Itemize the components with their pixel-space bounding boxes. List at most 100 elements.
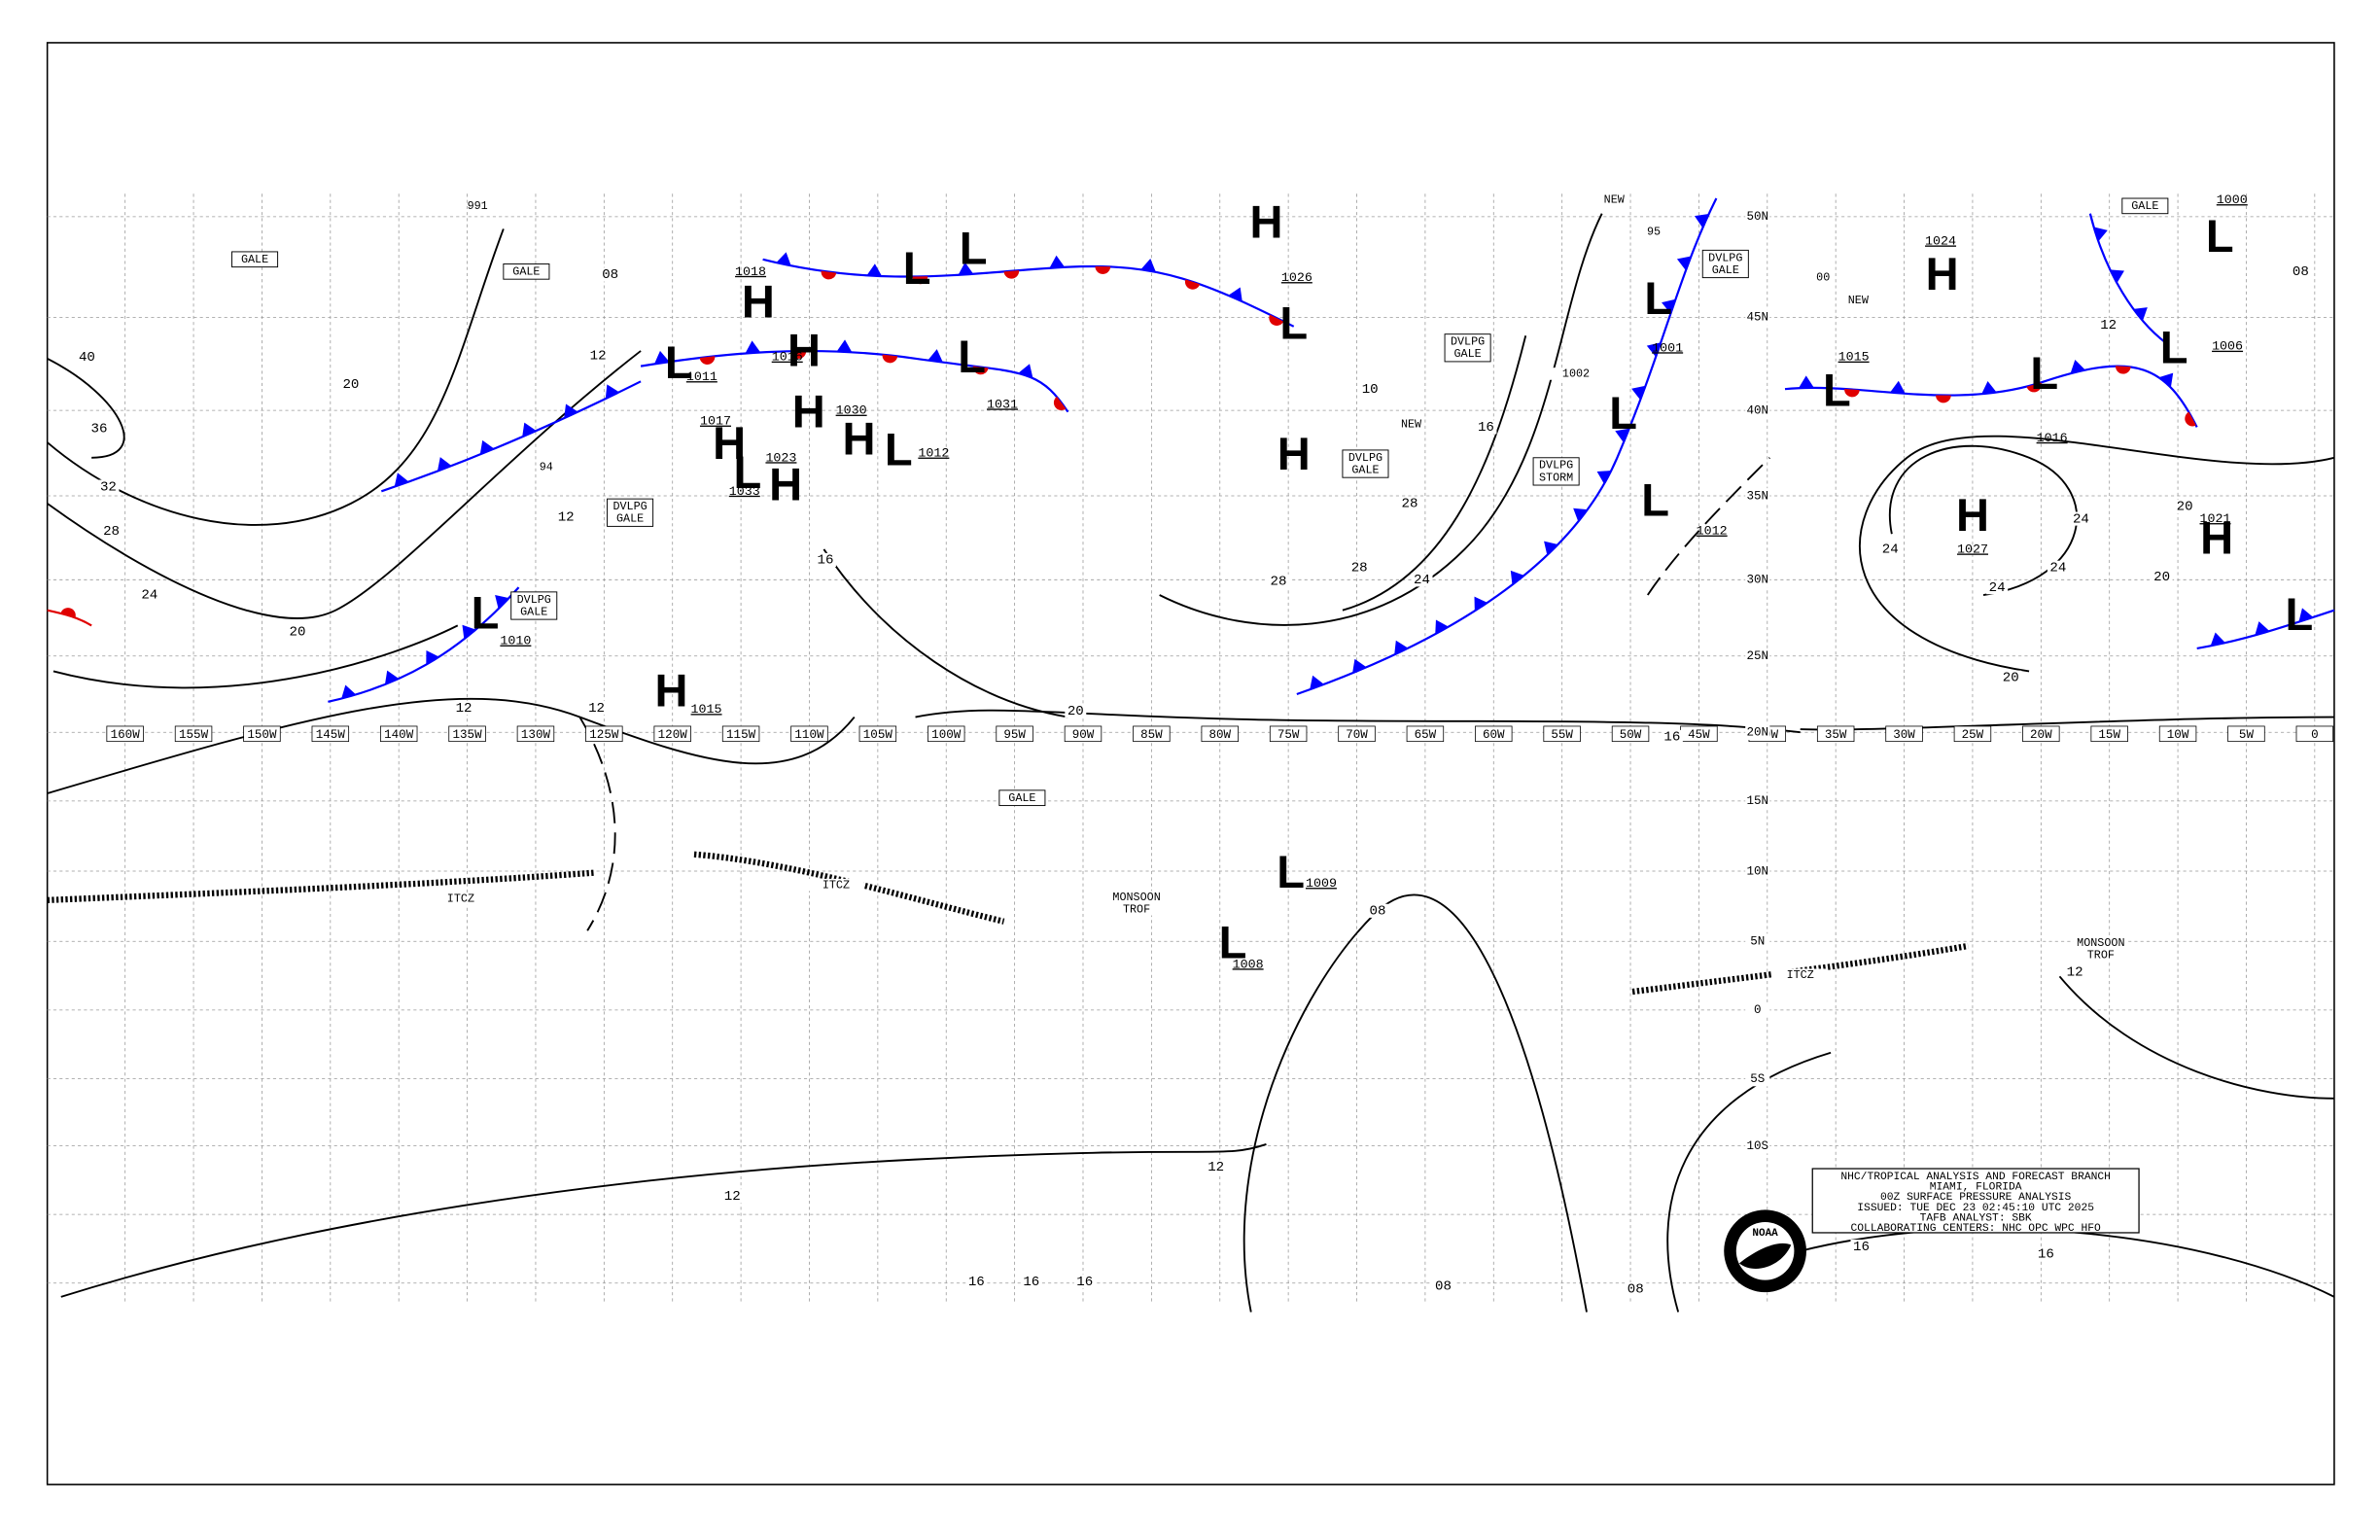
feature-label: DVLPG: [1539, 459, 1573, 472]
feature-label: DVLPG: [1348, 451, 1382, 465]
front-triangle: [1662, 298, 1676, 314]
pressure-center: L: [1609, 387, 1637, 438]
feature-label: NEW: [1848, 294, 1870, 307]
isobar-label: 28: [1402, 497, 1418, 512]
pressure-center: L: [472, 586, 500, 638]
lat-label-box: [1745, 309, 1770, 326]
isobar-label-bg: [1411, 573, 1433, 587]
center-pressure: 1015: [691, 703, 722, 718]
front-triangle: [928, 349, 943, 363]
isobar-label: 20: [1068, 704, 1084, 719]
isobar-label-bg: [1850, 1240, 1872, 1254]
isobar-label-bg: [2035, 1246, 2057, 1261]
center-pressure: 1026: [1281, 271, 1312, 286]
isobar-label-bg: [2047, 560, 2069, 575]
feature-label: GALE: [1453, 347, 1481, 361]
feature-label: MONSOON: [2077, 936, 2124, 950]
labels: 160W 155W 150W 145W 140W 135W 130W 125W 120W 115W…: [76, 193, 2334, 1298]
isobar-label: 16: [1076, 1275, 1093, 1290]
trough: [1646, 457, 1770, 596]
lon-label-box: [1611, 725, 1650, 743]
isobar-label-bg: [1986, 580, 2009, 595]
front-triangle: [2070, 360, 2085, 374]
isobar-label-bg: [2070, 511, 2092, 526]
front-triangle: [1890, 380, 1906, 394]
feature-label: 94: [540, 460, 553, 473]
feature-box: [1444, 333, 1491, 363]
lat-label: 50N: [1746, 210, 1768, 224]
isobar-label: 16: [2038, 1247, 2054, 1263]
lon-label: 15W: [2098, 728, 2120, 742]
lon-label: 65W: [1415, 728, 1437, 742]
isobar-label: 20: [2153, 570, 2170, 585]
front-triangle: [1573, 508, 1588, 522]
front-semicircle: [1095, 265, 1111, 274]
pressure-center: L: [960, 222, 988, 273]
feature-label: GALE: [241, 253, 268, 266]
feature-label: GALE: [2131, 199, 2158, 213]
lon-label: 75W: [1278, 728, 1300, 742]
isobar-label-bg: [2000, 670, 2022, 684]
lon-label-box: [174, 725, 213, 743]
isobars: [47, 213, 2335, 1312]
feature-box: [998, 789, 1046, 807]
front-triangle: [564, 403, 578, 419]
feature-label: MONSOON: [1112, 891, 1160, 904]
pressure-center: L: [2030, 347, 2058, 399]
isobar-label: 08: [602, 267, 618, 283]
feature-label: GALE: [512, 264, 540, 278]
front-triangle: [1018, 364, 1033, 378]
feature-label: 1002: [1562, 368, 1590, 381]
troughs: [47, 457, 1969, 996]
isobar-label-bg: [1020, 1275, 1042, 1289]
isobar-label: 12: [2100, 318, 2117, 333]
grid: [47, 193, 2334, 1305]
pressure-center: H: [1956, 489, 1989, 541]
isobar-label-bg: [721, 1189, 744, 1204]
isobar-label-bg: [2097, 318, 2119, 332]
feature-label: DVLPG: [612, 500, 647, 513]
logo-bird: [1738, 1242, 1792, 1269]
isobar: [1666, 1051, 1832, 1312]
front-semicircle: [912, 276, 928, 285]
isobar-label-bg: [1268, 574, 1289, 588]
feature-bg: [1108, 891, 1165, 916]
pressure-center: H: [792, 385, 825, 437]
isobar-label-bg: [585, 701, 608, 716]
isobar-label: 12: [724, 1189, 741, 1205]
front-triangle: [2210, 632, 2225, 647]
pressure-center: H: [713, 417, 746, 469]
isobar: [1242, 893, 1588, 1312]
isobar-label-bg: [587, 348, 610, 363]
front-triangle: [958, 262, 974, 275]
isobar-label: 12: [588, 701, 605, 717]
front-triangle: [384, 670, 400, 685]
feature-label: DVLPG: [1708, 251, 1742, 264]
lat-label: 30N: [1746, 574, 1768, 587]
isobar-label-bg: [2064, 964, 2086, 979]
feature-label: ITCZ: [822, 878, 850, 892]
lon-label: 70W: [1346, 728, 1368, 742]
feature-bg: [2073, 936, 2129, 962]
info-line: TAFB ANALYST: SBK: [1920, 1213, 2032, 1225]
isobar-label: 24: [2049, 560, 2066, 576]
lat-label: 35N: [1746, 489, 1768, 503]
pressure-center: L: [2285, 588, 2313, 640]
isobar-label: 12: [456, 701, 472, 717]
lon-label: 50W: [1620, 728, 1642, 742]
lon-label-box: [516, 725, 555, 743]
isobar-label: 40: [79, 350, 95, 366]
lon-label-box: [928, 725, 965, 743]
feature-box: [607, 498, 654, 527]
lat-label: 0: [1754, 1003, 1762, 1017]
pressure-center: L: [734, 446, 762, 498]
feature-label: GALE: [520, 605, 547, 618]
lat-label: 10S: [1746, 1139, 1768, 1153]
info-box-frame: [1811, 1168, 2140, 1234]
info-box: NHC/TROPICAL ANALYSIS AND FORECAST BRANC…: [1811, 1168, 2140, 1235]
center-pressure: 1031: [987, 398, 1018, 412]
center-pressure: 1030: [836, 404, 867, 419]
front-triangle: [2133, 307, 2148, 322]
front-triangle: [1435, 619, 1449, 635]
